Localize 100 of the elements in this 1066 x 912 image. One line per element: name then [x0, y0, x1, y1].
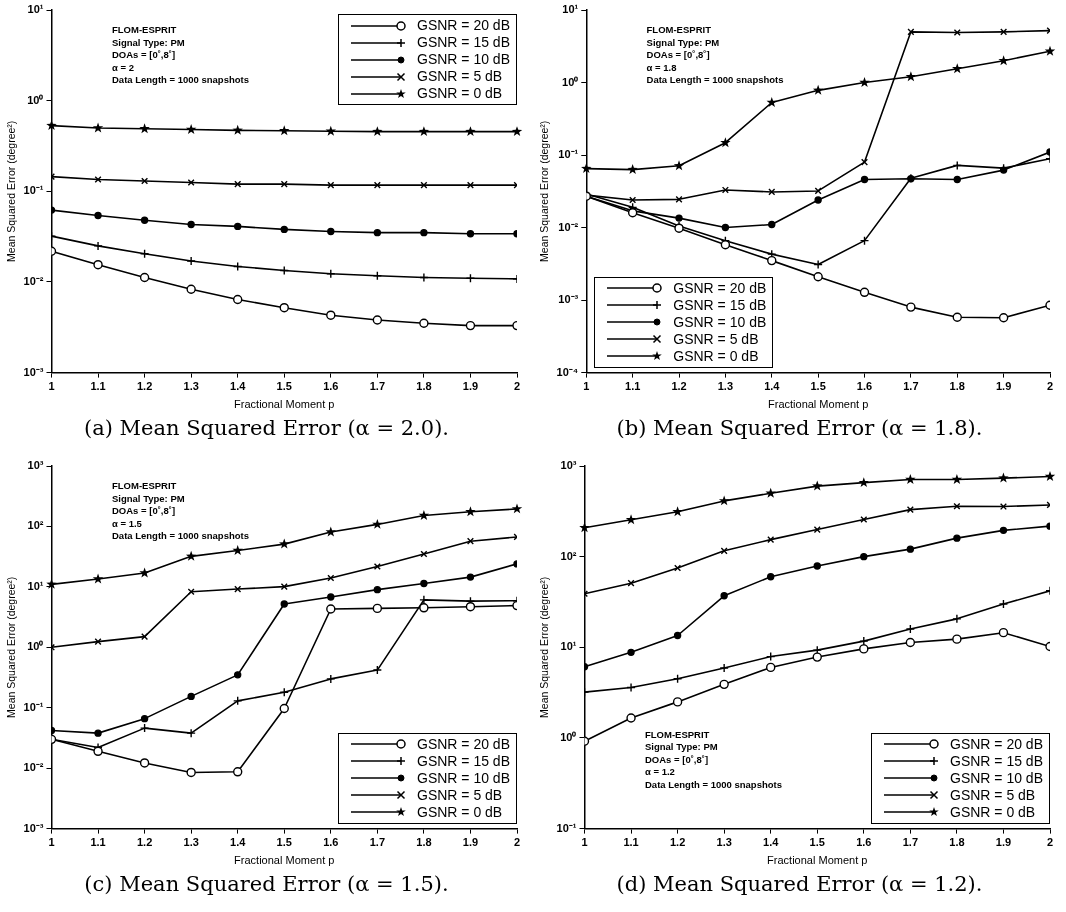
x-tick-label: 1.3: [183, 380, 199, 393]
x-tick-label: 1.8: [949, 836, 965, 849]
legend-label: GSNR = 20 dB: [417, 17, 510, 34]
y-tick-label: 10⁻¹: [556, 821, 577, 834]
annotation: α = 1.5: [112, 517, 143, 530]
annotation: Data Length = 1000 snapshots: [112, 530, 249, 543]
x-tick-label: 1: [583, 380, 590, 393]
x-tick-label: 1.3: [717, 380, 734, 393]
legend-label: GSNR = 20 dB: [673, 279, 767, 297]
y-tick-label: 10¹: [27, 3, 44, 16]
annotation: FLOM-ESPRIT: [112, 24, 178, 37]
legend-label: GSNR = 5 dB: [417, 68, 503, 85]
x-tick-label: 1.2: [671, 380, 687, 393]
x-tick-label: 1.6: [856, 380, 873, 393]
y-tick-label: 10⁻²: [23, 761, 44, 774]
x-tick-label: 1.6: [856, 836, 872, 849]
legend-label: GSNR = 15 dB: [417, 34, 510, 51]
x-tick-label: 1.3: [183, 836, 199, 849]
x-tick-label: 1.5: [809, 836, 825, 849]
x-tick-label: 1: [581, 836, 588, 849]
text: (b) Mean Squared Error (α = 1.8).: [615, 416, 984, 440]
legend-label: GSNR = 10 dB: [417, 51, 510, 68]
y-tick-label: 10⁻¹: [558, 148, 579, 161]
x-tick-label: 1.9: [462, 836, 479, 849]
x-tick-label: 1.4: [764, 380, 781, 393]
x-tick-label: 1.1: [90, 836, 106, 849]
x-tick-label: 1.7: [903, 380, 919, 393]
legend-label: GSNR = 5 dB: [950, 786, 1036, 804]
annotation: α = 1.2: [645, 766, 676, 779]
legend-label: GSNR = 20 dB: [417, 735, 510, 753]
x-tick-label: 1.8: [416, 380, 432, 393]
annotation: Signal Type: PM: [645, 741, 719, 754]
x-tick-label: 1.9: [995, 380, 1012, 393]
x-tick-label: 1: [48, 380, 55, 393]
y-axis-title: Mean Squared Error (degree²): [5, 576, 18, 718]
y-tick-label: 10⁻³: [558, 293, 579, 306]
annotation: Data Length = 1000 snapshots: [112, 74, 249, 87]
x-tick-label: 1.2: [136, 836, 153, 849]
annotation: DOAs = [0˚,8˚]: [112, 49, 177, 62]
text: (c) Mean Squared Error (α = 1.5).: [83, 872, 450, 896]
legend-label: GSNR = 5 dB: [417, 786, 503, 804]
y-tick-label: 10¹: [27, 579, 44, 592]
legend-label: GSNR = 10 dB: [950, 769, 1043, 787]
x-tick-label: 1.7: [902, 836, 918, 849]
annotation: Signal Type: PM: [646, 36, 721, 49]
y-tick-label: 10⁻³: [23, 821, 44, 834]
x-tick-label: 1.4: [230, 836, 247, 849]
y-tick-label: 10³: [560, 459, 577, 472]
x-tick-label: 1.8: [949, 380, 965, 393]
annotation: Data Length = 1000 snapshots: [646, 74, 784, 87]
annotation: Signal Type: PM: [112, 36, 186, 49]
annotation: α = 2: [112, 61, 135, 74]
annotation: FLOM-ESPRIT: [112, 480, 178, 493]
y-tick-label: 10⁻⁴: [556, 365, 579, 378]
x-tick-label: 2: [513, 380, 521, 393]
y-tick-label: 10⁻²: [23, 274, 44, 287]
legend-label: GSNR = 10 dB: [673, 313, 767, 331]
annotation: FLOM-ESPRIT: [646, 24, 712, 37]
legend-label: GSNR = 0 dB: [417, 803, 503, 821]
y-tick-label: 10⁰: [27, 93, 44, 106]
y-axis-title: Mean Squared Error (degree²): [538, 120, 551, 262]
x-tick-label: 1.1: [623, 836, 639, 849]
y-tick-label: 10⁰: [27, 640, 44, 653]
legend-label: GSNR = 15 dB: [417, 752, 510, 770]
x-tick-label: 1.2: [669, 836, 686, 849]
y-tick-label: 10⁰: [562, 75, 579, 88]
x-axis-title: Fractional Moment p: [767, 854, 868, 867]
legend-label: GSNR = 0 dB: [673, 347, 759, 365]
annotation: Data Length = 1000 snapshots: [645, 778, 782, 792]
x-tick-label: 1.1: [90, 380, 106, 393]
x-tick-label: 1.3: [716, 836, 732, 849]
y-tick-label: 10¹: [562, 3, 579, 16]
x-axis-title: Fractional Moment p: [234, 854, 335, 867]
x-tick-label: 1.2: [136, 380, 153, 393]
annotation: α = 1.8: [646, 61, 678, 74]
y-tick-label: 10²: [27, 519, 44, 532]
x-tick-label: 1.1: [625, 380, 641, 393]
x-tick-label: 1.6: [323, 836, 339, 849]
y-tick-label: 10⁰: [560, 730, 577, 743]
annotation: DOAs = [0˚,8˚]: [645, 753, 710, 767]
legend-label: GSNR = 15 dB: [950, 752, 1043, 770]
x-tick-label: 1.7: [369, 836, 385, 849]
legend-label: GSNR = 10 dB: [417, 769, 510, 787]
annotation: DOAs = [0˚,8˚]: [646, 49, 711, 62]
legend-label: GSNR = 5 dB: [673, 330, 759, 348]
y-tick-label: 10⁻¹: [23, 184, 44, 197]
x-tick-label: 2: [1046, 836, 1054, 849]
x-tick-label: 1.8: [416, 836, 432, 849]
y-axis-title: Mean Squared Error (degree²): [538, 576, 551, 718]
y-tick-label: 10⁻³: [23, 365, 44, 378]
y-tick-label: 10⁻²: [558, 220, 579, 233]
text: (a) Mean Squared Error (α = 2.0).: [82, 416, 450, 440]
annotation: FLOM-ESPRIT: [645, 728, 711, 742]
x-tick-label: 1.7: [369, 380, 385, 393]
annotation: DOAs = [0˚,8˚]: [112, 505, 177, 518]
x-axis-title: Fractional Moment p: [768, 398, 869, 411]
annotation: Signal Type: PM: [112, 492, 186, 505]
y-tick-label: 10⁻¹: [23, 700, 44, 713]
x-tick-label: 1.9: [462, 380, 479, 393]
x-tick-label: 1.4: [230, 380, 247, 393]
